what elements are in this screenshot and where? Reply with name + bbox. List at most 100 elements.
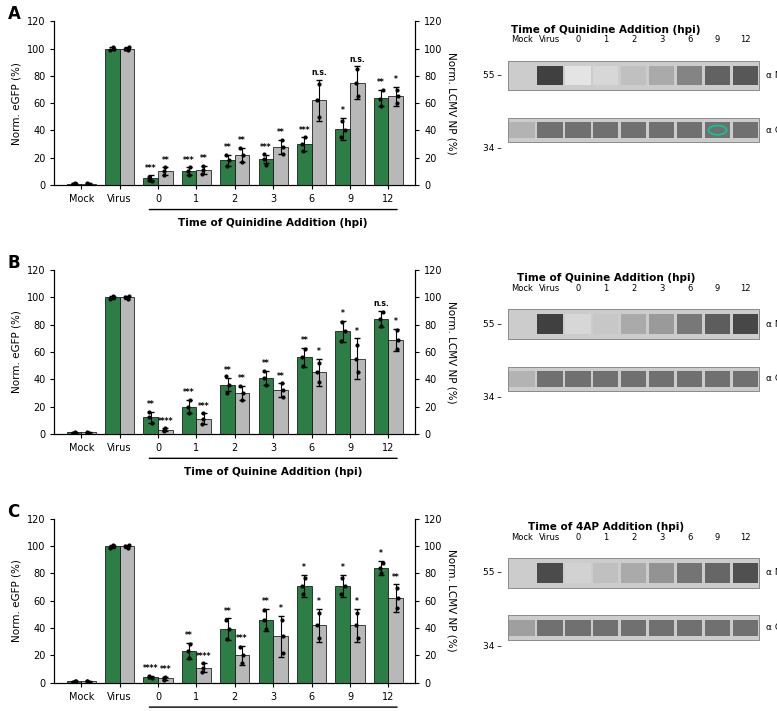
Text: Mock: Mock (511, 284, 533, 293)
Text: ***: *** (298, 126, 310, 134)
Text: Time of Quinidine Addition (hpi): Time of Quinidine Addition (hpi) (179, 218, 368, 228)
Y-axis label: Norm. LCMV NP (%): Norm. LCMV NP (%) (447, 550, 457, 652)
Text: Virus: Virus (539, 284, 560, 293)
Bar (259, 159, 274, 185)
Text: 6: 6 (687, 36, 692, 44)
Text: 55 –: 55 – (483, 568, 501, 577)
Text: Time of 4AP Addition (hpi): Time of 4AP Addition (hpi) (528, 522, 684, 532)
Bar (593, 563, 618, 583)
Text: 34 –: 34 – (483, 393, 501, 402)
Text: 6: 6 (687, 284, 692, 293)
Text: *: * (394, 317, 398, 326)
Bar (733, 619, 758, 636)
Bar (621, 563, 646, 583)
Text: ***: *** (183, 388, 195, 397)
Bar (621, 314, 646, 334)
Bar (508, 367, 759, 391)
Bar (82, 681, 96, 683)
Bar (733, 122, 758, 139)
Text: 3: 3 (659, 533, 664, 542)
Y-axis label: Norm. LCMV NP (%): Norm. LCMV NP (%) (447, 301, 457, 403)
Bar (120, 48, 134, 185)
Text: ***: *** (159, 665, 171, 674)
Bar (274, 636, 287, 683)
Bar (274, 146, 287, 185)
Text: 3: 3 (659, 284, 664, 293)
Bar (336, 586, 350, 683)
Text: n.s.: n.s. (311, 68, 327, 77)
Bar (537, 122, 563, 139)
Bar (537, 563, 563, 583)
Text: **: ** (224, 366, 232, 375)
Bar (235, 155, 249, 185)
Text: 6: 6 (687, 533, 692, 542)
Text: α NP: α NP (766, 71, 777, 80)
Y-axis label: Norm. eGFP (%): Norm. eGFP (%) (12, 62, 21, 144)
Bar (312, 100, 326, 185)
Bar (565, 65, 591, 85)
Text: C: C (8, 503, 19, 520)
Bar (144, 417, 158, 434)
Text: 34 –: 34 – (483, 642, 501, 651)
Text: 1: 1 (603, 36, 608, 44)
Text: **: ** (262, 597, 270, 606)
Text: **: ** (277, 372, 284, 380)
Bar (649, 563, 674, 583)
Bar (374, 568, 388, 683)
Bar (158, 429, 172, 434)
Text: ***: *** (236, 634, 248, 643)
Text: *: * (379, 550, 383, 558)
Text: 0: 0 (575, 284, 580, 293)
Text: 2: 2 (631, 36, 636, 44)
Text: 2: 2 (631, 533, 636, 542)
Bar (297, 358, 312, 434)
Bar (350, 82, 364, 185)
Bar (537, 314, 563, 334)
Bar (621, 370, 646, 387)
Bar (374, 319, 388, 434)
Bar (593, 65, 618, 85)
Bar (67, 432, 82, 434)
Text: ****: **** (143, 664, 159, 673)
Bar (705, 563, 730, 583)
Text: n.s.: n.s. (350, 55, 365, 63)
Text: Mock: Mock (511, 36, 533, 44)
Bar (677, 563, 702, 583)
Text: 12: 12 (740, 36, 751, 44)
Bar (120, 297, 134, 434)
Bar (733, 370, 758, 387)
Text: *: * (341, 309, 345, 318)
Bar (350, 359, 364, 434)
Bar (120, 546, 134, 683)
Text: ***: *** (260, 144, 272, 152)
Bar (144, 178, 158, 185)
Bar (565, 563, 591, 583)
Bar (508, 60, 759, 90)
Bar (565, 370, 591, 387)
Bar (705, 122, 730, 139)
Bar (235, 393, 249, 434)
Bar (197, 170, 211, 185)
Text: Time of Quinine Addition (hpi): Time of Quinine Addition (hpi) (517, 274, 695, 284)
Bar (67, 183, 82, 185)
Text: Mock: Mock (511, 533, 533, 542)
Text: Virus: Virus (539, 533, 560, 542)
Text: Time of Quinine Addition (hpi): Time of Quinine Addition (hpi) (184, 466, 362, 476)
Y-axis label: Norm. eGFP (%): Norm. eGFP (%) (12, 560, 21, 642)
Bar (705, 370, 730, 387)
Text: α GAPDH: α GAPDH (766, 126, 777, 134)
Bar (508, 309, 759, 339)
Bar (537, 370, 563, 387)
Text: **: ** (185, 631, 193, 641)
Bar (197, 668, 211, 683)
Text: α GAPDH: α GAPDH (766, 624, 777, 632)
Text: 9: 9 (715, 36, 720, 44)
Bar (508, 616, 759, 640)
Bar (510, 122, 535, 139)
Bar (677, 370, 702, 387)
Bar (565, 314, 591, 334)
Bar (649, 370, 674, 387)
Bar (565, 122, 591, 139)
Bar (593, 370, 618, 387)
Bar (144, 677, 158, 683)
